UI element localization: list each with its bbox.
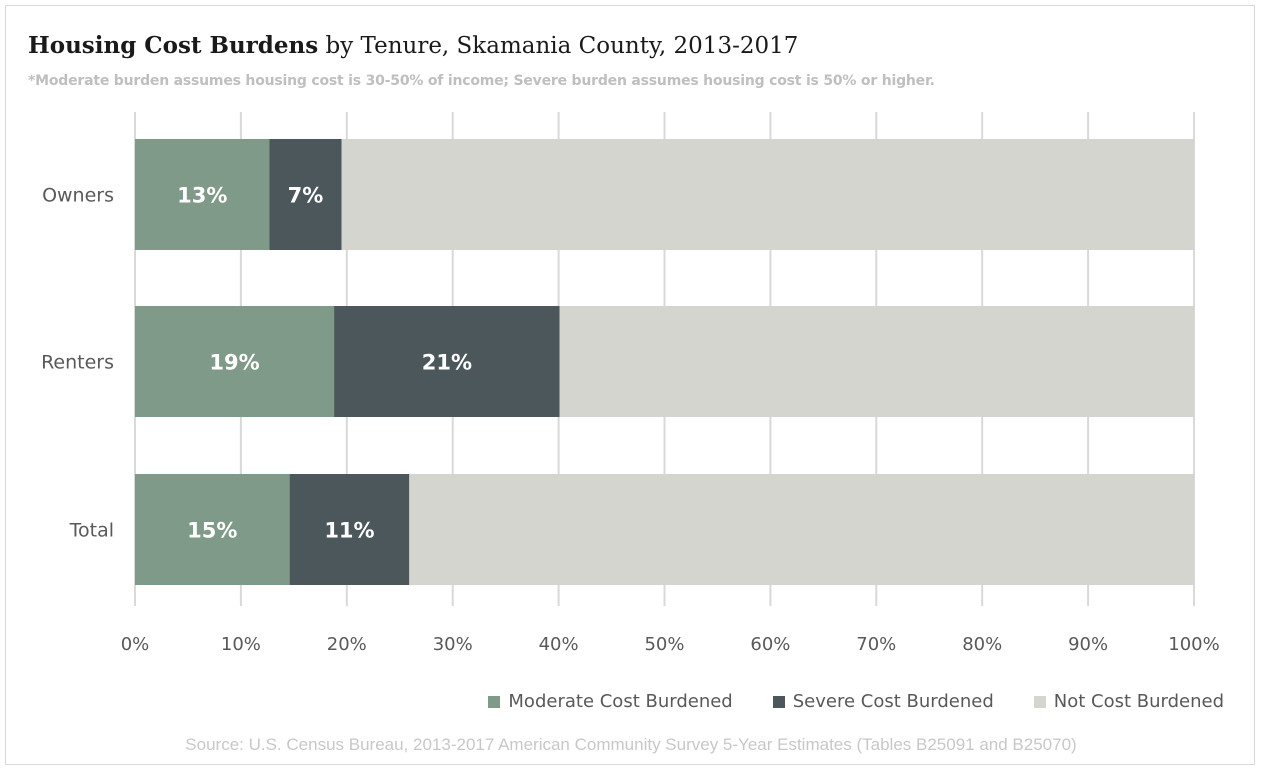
y-category-label: Renters: [41, 352, 114, 374]
legend-item-severe: Severe Cost Burdened: [772, 691, 994, 712]
legend-swatch-not-burdened: [1033, 695, 1046, 708]
x-tick-label: 70%: [856, 634, 896, 655]
legend-label-moderate: Moderate Cost Burdened: [508, 691, 733, 712]
x-tick-label: 0%: [121, 634, 150, 655]
chart-legend: Moderate Cost Burdened Severe Cost Burde…: [488, 691, 1224, 712]
x-tick-label: 30%: [433, 634, 473, 655]
data-label: 13%: [177, 184, 227, 208]
bar-segment: [341, 139, 1194, 250]
bar-segment: [289, 474, 410, 585]
chart-title: Housing Cost Burdens by Tenure, Skamania…: [28, 32, 798, 59]
legend-swatch-moderate: [488, 695, 501, 708]
x-tick-label: 50%: [644, 634, 684, 655]
y-category-label: Total: [69, 520, 114, 542]
bar-segment: [334, 306, 560, 417]
bar-segment: [135, 474, 290, 585]
x-tick-label: 80%: [962, 634, 1002, 655]
data-label: 7%: [288, 184, 324, 208]
bar-segment: [269, 139, 342, 250]
legend-item-not-burdened: Not Cost Burdened: [1033, 691, 1224, 712]
chart-title-rest: by Tenure, Skamania County, 2013-2017: [318, 33, 799, 59]
data-label: 15%: [187, 519, 237, 543]
chart-title-bold: Housing Cost Burdens: [28, 32, 319, 59]
x-tick-label: 10%: [221, 634, 261, 655]
bar-segment: [135, 139, 270, 250]
legend-label-not-burdened: Not Cost Burdened: [1053, 691, 1224, 712]
x-tick-label: 40%: [539, 634, 579, 655]
bar-segment: [559, 306, 1194, 417]
legend-item-moderate: Moderate Cost Burdened: [488, 691, 733, 712]
legend-swatch-severe: [772, 695, 785, 708]
source-note: Source: U.S. Census Bureau, 2013-2017 Am…: [185, 735, 1077, 754]
x-tick-label: 60%: [750, 634, 790, 655]
bar-segment: [135, 306, 335, 417]
x-tick-label: 100%: [1168, 634, 1219, 655]
data-label: 19%: [209, 351, 259, 375]
data-label: 11%: [324, 519, 374, 543]
y-category-label: Owners: [42, 185, 114, 207]
data-label: 21%: [422, 351, 472, 375]
x-tick-label: 90%: [1068, 634, 1108, 655]
x-tick-label: 20%: [327, 634, 367, 655]
legend-label-severe: Severe Cost Burdened: [792, 691, 994, 712]
bar-segment: [409, 474, 1194, 585]
chart-subtitle: *Moderate burden assumes housing cost is…: [28, 73, 935, 89]
